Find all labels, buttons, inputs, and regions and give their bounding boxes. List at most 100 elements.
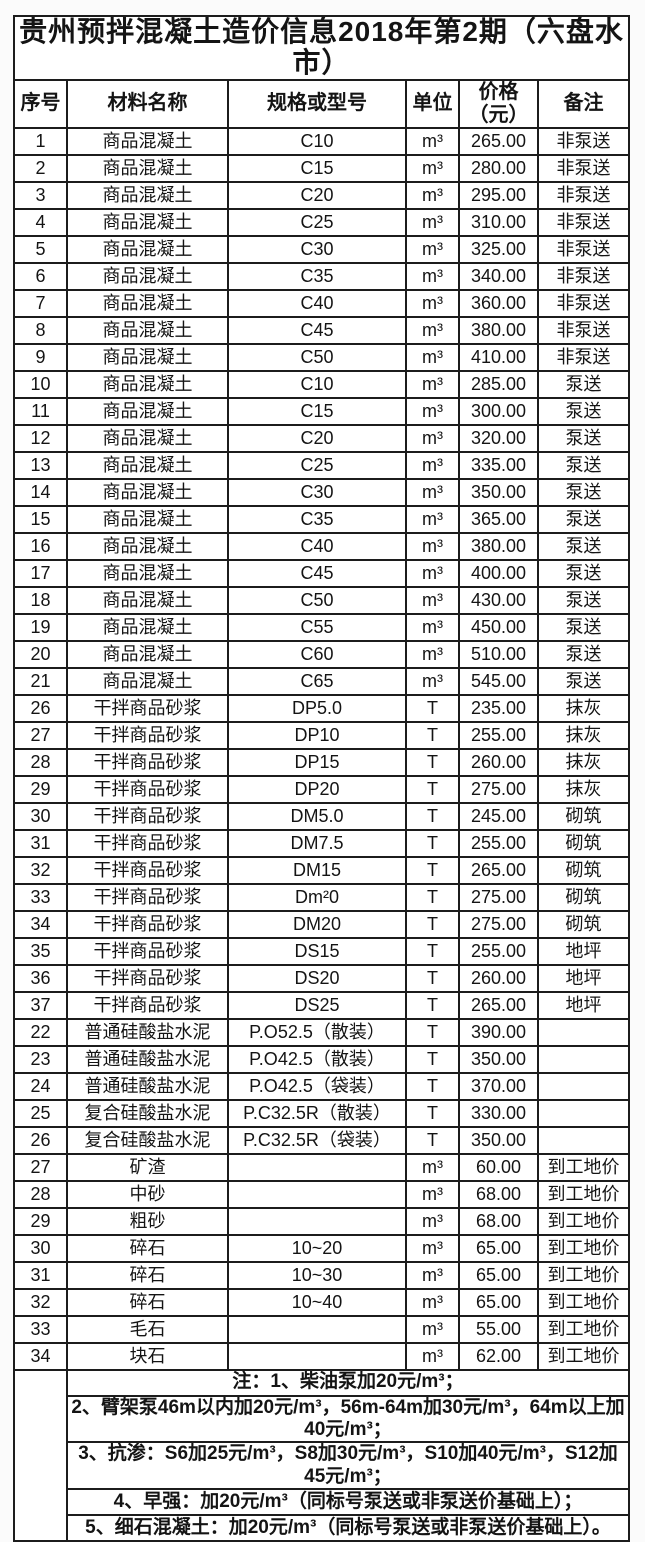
header-price: 价格 （元） (458, 78, 539, 129)
cell-price: 295.00 (458, 180, 539, 210)
cell-unit: m³ (405, 180, 460, 210)
table-row: 28 中砂 m³ 68.00 到工地价 (13, 1179, 630, 1209)
cell-seq: 3 (13, 180, 68, 210)
cell-seq: 28 (13, 747, 68, 777)
note-3: 3、抗渗：S6加25元/m³，S8加30元/m³，S10加40元/m³，S12加… (66, 1441, 630, 1491)
header-spec: 规格或型号 (227, 78, 407, 129)
cell-price: 360.00 (458, 288, 539, 318)
cell-unit: T (405, 990, 460, 1020)
cell-material: 干拌商品砂浆 (66, 801, 229, 831)
cell-price: 265.00 (458, 126, 539, 156)
cell-material: 商品混凝土 (66, 396, 229, 426)
table-row: 2 商品混凝土 C15 m³ 280.00 非泵送 (13, 153, 630, 183)
cell-spec: C10 (227, 369, 407, 399)
cell-unit: T (405, 801, 460, 831)
cell-remark: 非泵送 (537, 342, 630, 372)
cell-remark: 泵送 (537, 639, 630, 669)
table-row: 22 普通硅酸盐水泥 P.O52.5（散装） T 390.00 (13, 1017, 630, 1047)
cell-unit: m³ (405, 315, 460, 345)
cell-material: 干拌商品砂浆 (66, 774, 229, 804)
cell-remark: 到工地价 (537, 1260, 630, 1290)
cell-seq: 14 (13, 477, 68, 507)
cell-seq: 26 (13, 693, 68, 723)
cell-spec: C65 (227, 666, 407, 696)
cell-unit: m³ (405, 477, 460, 507)
table-row: 9 商品混凝土 C50 m³ 410.00 非泵送 (13, 342, 630, 372)
cell-unit: m³ (405, 153, 460, 183)
cell-spec: C25 (227, 207, 407, 237)
cell-price: 68.00 (458, 1206, 539, 1236)
table-row: 12 商品混凝土 C20 m³ 320.00 泵送 (13, 423, 630, 453)
cell-price: 390.00 (458, 1017, 539, 1047)
cell-price: 245.00 (458, 801, 539, 831)
cell-seq: 19 (13, 612, 68, 642)
cell-unit: m³ (405, 531, 460, 561)
cell-seq: 28 (13, 1179, 68, 1209)
cell-remark: 泵送 (537, 585, 630, 615)
cell-price: 68.00 (458, 1179, 539, 1209)
title-row: 贵州预拌混凝土造价信息2018年第2期（六盘水市） (13, 15, 630, 81)
cell-seq: 23 (13, 1044, 68, 1074)
cell-price: 275.00 (458, 774, 539, 804)
cell-remark: 砌筑 (537, 828, 630, 858)
cell-remark: 砌筑 (537, 801, 630, 831)
cell-remark: 非泵送 (537, 126, 630, 156)
cell-seq: 31 (13, 828, 68, 858)
cell-spec: C10 (227, 126, 407, 156)
cell-spec: DM7.5 (227, 828, 407, 858)
cell-spec: P.C32.5R（袋装） (227, 1125, 407, 1155)
cell-remark: 到工地价 (537, 1179, 630, 1209)
cell-material: 商品混凝土 (66, 531, 229, 561)
cell-remark: 非泵送 (537, 207, 630, 237)
cell-price: 235.00 (458, 693, 539, 723)
table-row: 31 碎石 10~30 m³ 65.00 到工地价 (13, 1260, 630, 1290)
cell-seq: 24 (13, 1071, 68, 1101)
cell-material: 复合硅酸盐水泥 (66, 1125, 229, 1155)
cell-remark (537, 1071, 630, 1101)
table-row: 21 商品混凝土 C65 m³ 545.00 泵送 (13, 666, 630, 696)
cell-material: 商品混凝土 (66, 666, 229, 696)
table-row: 32 干拌商品砂浆 DM15 T 265.00 砌筑 (13, 855, 630, 885)
table-row: 29 干拌商品砂浆 DP20 T 275.00 抹灰 (13, 774, 630, 804)
cell-material: 干拌商品砂浆 (66, 828, 229, 858)
table-row: 31 干拌商品砂浆 DM7.5 T 255.00 砌筑 (13, 828, 630, 858)
cell-price: 430.00 (458, 585, 539, 615)
cell-remark: 到工地价 (537, 1341, 630, 1371)
cell-unit: m³ (405, 558, 460, 588)
cell-remark: 砌筑 (537, 909, 630, 939)
cell-price: 350.00 (458, 1125, 539, 1155)
cell-material: 粗砂 (66, 1206, 229, 1236)
cell-remark: 泵送 (537, 666, 630, 696)
cell-price: 265.00 (458, 855, 539, 885)
cell-remark: 抹灰 (537, 747, 630, 777)
cell-spec: DS25 (227, 990, 407, 1020)
table-row: 29 粗砂 m³ 68.00 到工地价 (13, 1206, 630, 1236)
cell-unit: m³ (405, 1314, 460, 1344)
cell-seq: 22 (13, 1017, 68, 1047)
cell-remark (537, 1125, 630, 1155)
header-row: 序号 材料名称 规格或型号 单位 价格 （元） 备注 (13, 78, 630, 129)
cell-seq: 13 (13, 450, 68, 480)
cell-price: 65.00 (458, 1260, 539, 1290)
cell-material: 干拌商品砂浆 (66, 747, 229, 777)
note-5: 5、细石混凝土：加20元/m³（同标号泵送或非泵送价基础上）。 (66, 1514, 630, 1542)
cell-unit: m³ (405, 396, 460, 426)
table-row: 35 干拌商品砂浆 DS15 T 255.00 地坪 (13, 936, 630, 966)
cell-spec: DS20 (227, 963, 407, 993)
cell-seq: 33 (13, 882, 68, 912)
cell-seq: 11 (13, 396, 68, 426)
cell-price: 320.00 (458, 423, 539, 453)
cell-remark: 泵送 (537, 477, 630, 507)
table-body: 1 商品混凝土 C10 m³ 265.00 非泵送 2 商品混凝土 C15 m³ 280.00 非泵送… (13, 126, 630, 1371)
cell-seq: 27 (13, 720, 68, 750)
cell-material: 干拌商品砂浆 (66, 855, 229, 885)
table-row: 10 商品混凝土 C10 m³ 285.00 泵送 (13, 369, 630, 399)
cell-unit: m³ (405, 1260, 460, 1290)
cell-remark: 地坪 (537, 963, 630, 993)
cell-seq: 9 (13, 342, 68, 372)
cell-material: 商品混凝土 (66, 234, 229, 264)
table-row: 17 商品混凝土 C45 m³ 400.00 泵送 (13, 558, 630, 588)
cell-seq: 10 (13, 369, 68, 399)
cell-material: 商品混凝土 (66, 180, 229, 210)
cell-seq: 12 (13, 423, 68, 453)
